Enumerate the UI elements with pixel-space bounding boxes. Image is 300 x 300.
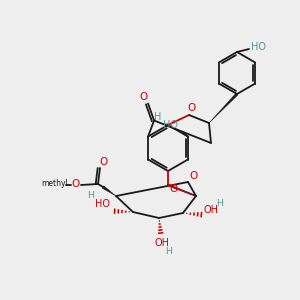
Text: OH: OH: [154, 238, 169, 248]
Text: H: H: [154, 112, 162, 122]
Polygon shape: [209, 93, 238, 123]
Polygon shape: [102, 186, 116, 196]
Text: O: O: [170, 184, 178, 194]
Text: O: O: [190, 171, 198, 181]
Text: O: O: [139, 92, 147, 101]
Text: H: H: [166, 247, 172, 256]
Text: HO: HO: [164, 119, 178, 130]
Text: methyl: methyl: [42, 179, 68, 188]
Text: OH: OH: [203, 205, 218, 215]
Text: HO: HO: [95, 199, 110, 209]
Text: O: O: [188, 103, 196, 113]
Text: H: H: [217, 200, 224, 208]
Text: HO: HO: [251, 42, 266, 52]
Polygon shape: [168, 184, 196, 196]
Text: H: H: [88, 191, 94, 200]
Text: O: O: [99, 157, 107, 167]
Text: O: O: [71, 179, 79, 189]
